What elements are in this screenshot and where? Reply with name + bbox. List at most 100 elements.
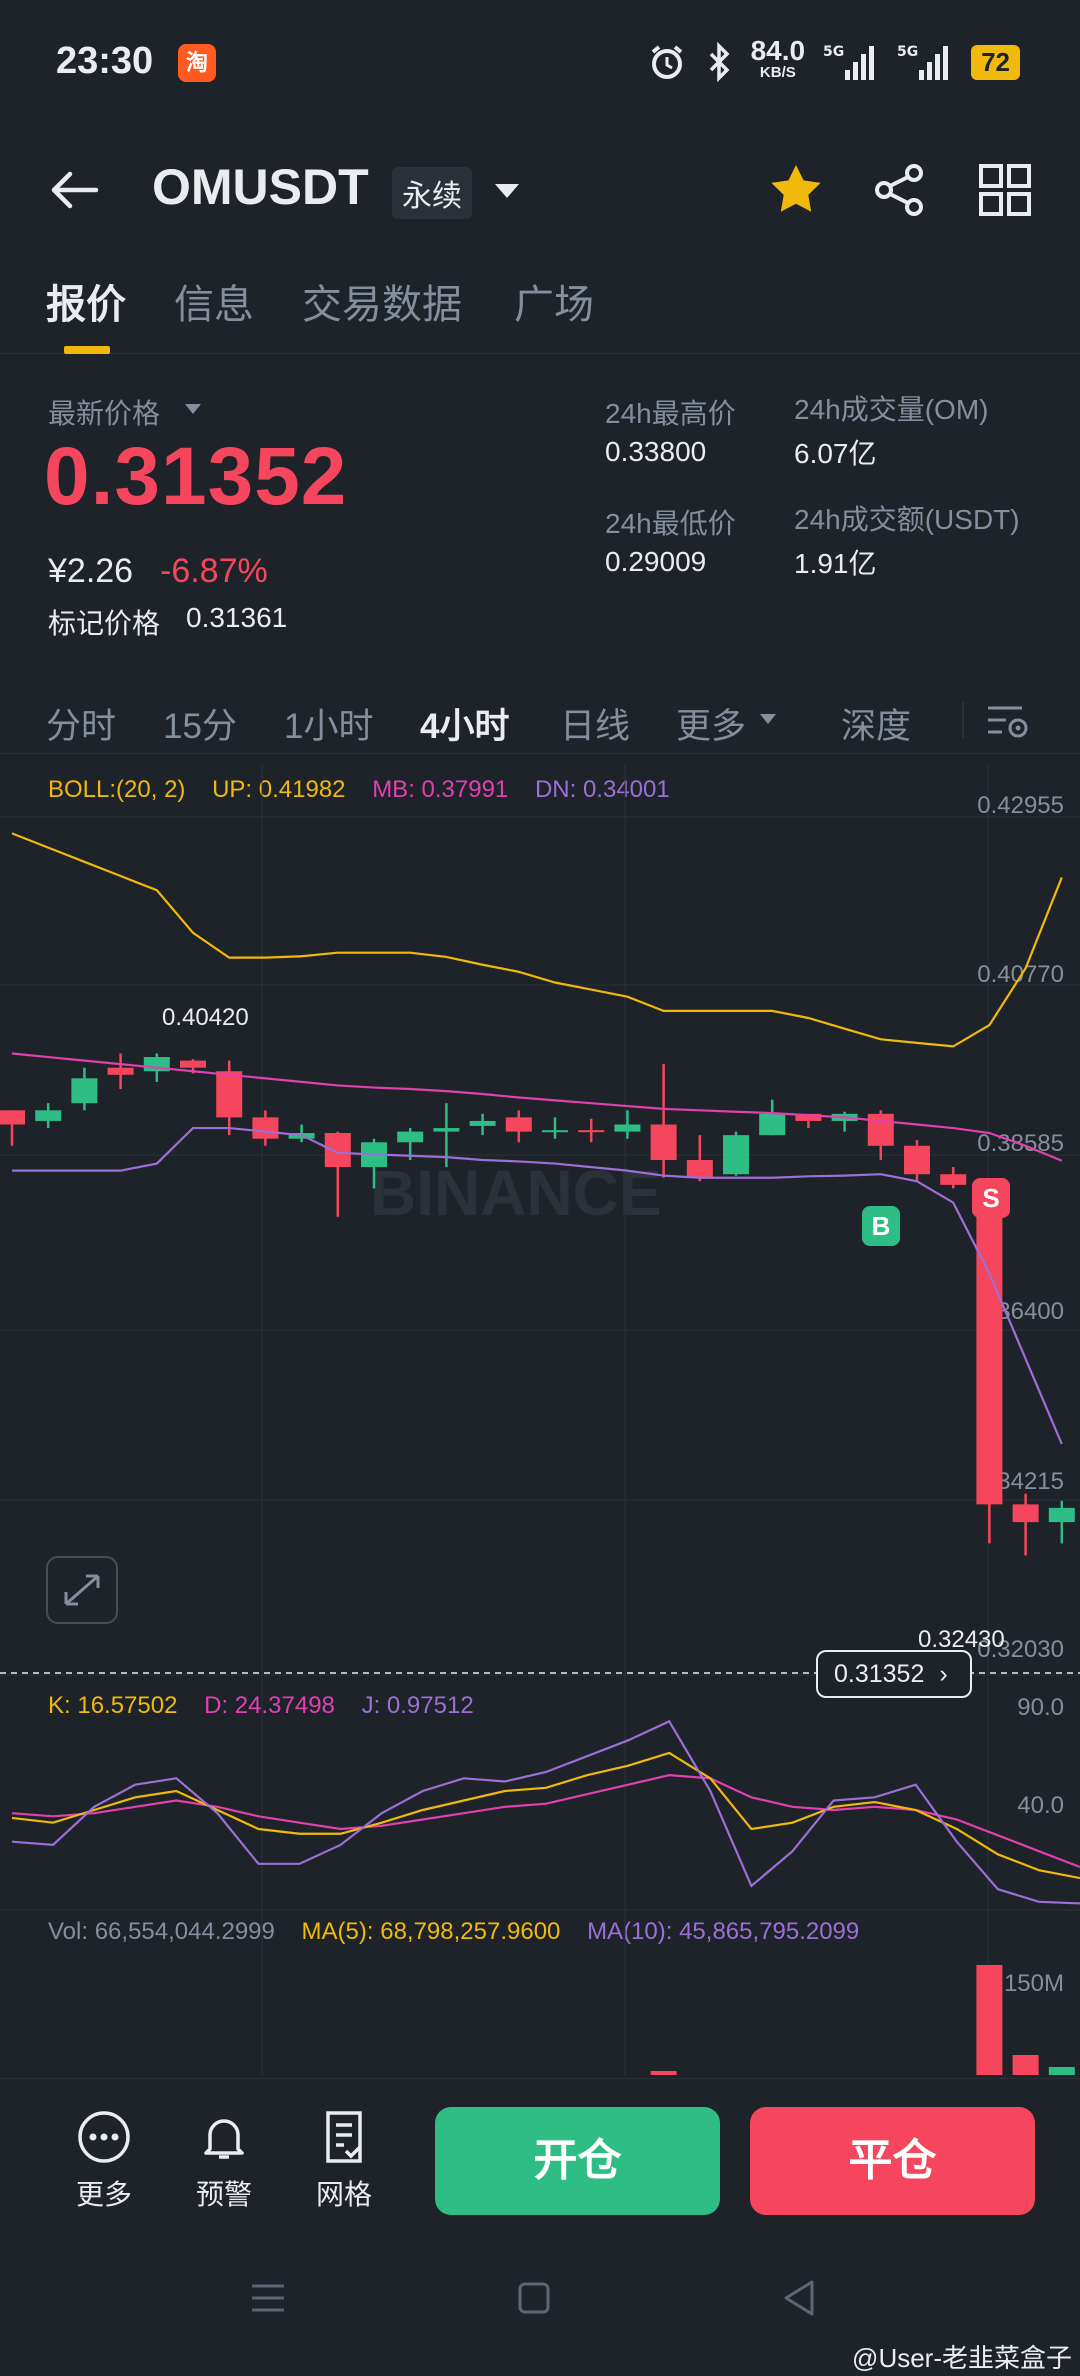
candle-body bbox=[614, 1124, 641, 1132]
kdj-d: D: 24.37498 bbox=[204, 1692, 335, 1719]
status-bar: 23:30 淘 84.0 KB/S 5G 5G 72 bbox=[0, 0, 1080, 130]
candles bbox=[0, 1053, 1075, 1556]
alarm-icon bbox=[651, 45, 682, 79]
symbol-title[interactable]: OMUSDT bbox=[152, 159, 369, 215]
open-position-button[interactable]: 开仓 bbox=[435, 2107, 720, 2215]
interval-depth[interactable]: 深度 bbox=[841, 707, 912, 746]
kdj-d-line bbox=[11, 1774, 1080, 1869]
volume-legend: Vol: 66,554,044.2999 MA(5): 68,798,257.9… bbox=[48, 1918, 879, 1946]
kdj-j: J: 0.97512 bbox=[361, 1692, 474, 1719]
home-icon[interactable] bbox=[514, 2278, 554, 2318]
boll-dn-line bbox=[12, 1126, 1063, 1445]
menu-icon[interactable] bbox=[248, 2278, 288, 2318]
top-bar: OMUSDT 永续 bbox=[0, 140, 1080, 240]
candle-body bbox=[976, 1184, 1003, 1505]
binance-watermark: BINANCE bbox=[370, 1157, 662, 1229]
tab-info[interactable]: 信息 bbox=[174, 283, 254, 327]
interval-4h[interactable]: 4小时 bbox=[420, 707, 510, 746]
candle-body bbox=[35, 1110, 62, 1121]
candle-body bbox=[71, 1078, 98, 1104]
more-dots-icon bbox=[78, 2111, 130, 2163]
candle-body bbox=[759, 1113, 786, 1136]
kline-chart[interactable]: BINANCE 0.429550.407700.385850.364000.34… bbox=[0, 765, 1080, 2075]
candle-body bbox=[324, 1133, 351, 1168]
bluetooth-icon bbox=[709, 42, 730, 82]
buy-marker[interactable]: B bbox=[862, 1206, 900, 1246]
boll-up: UP: 0.41982 bbox=[212, 776, 346, 803]
signal-5g-icon: 5G bbox=[823, 44, 875, 80]
tab-square[interactable]: 广场 bbox=[514, 283, 594, 327]
candle-body bbox=[940, 1174, 967, 1185]
candle-body bbox=[1012, 1504, 1039, 1523]
vol-ma5: MA(5): 68,798,257.9600 bbox=[301, 1918, 561, 1945]
low-price-marker: 0.32430 bbox=[918, 1626, 1005, 1653]
expand-chart-button[interactable] bbox=[46, 1556, 118, 1624]
taobao-app-icon: 淘 bbox=[178, 44, 216, 82]
boll-params: BOLL:(20, 2) bbox=[48, 776, 186, 803]
alert-button[interactable]: 预警 bbox=[184, 2109, 264, 2213]
candle-body bbox=[867, 1113, 894, 1146]
star-icon[interactable] bbox=[766, 160, 826, 220]
candle-body bbox=[397, 1131, 424, 1143]
boll-lines bbox=[11, 832, 1063, 1445]
kdj-k: K: 16.57502 bbox=[48, 1692, 178, 1719]
volume-axis-label: 150M bbox=[1004, 1970, 1064, 1997]
low-24h-label: 24h最低价 bbox=[605, 508, 736, 539]
back-arrow-icon[interactable] bbox=[46, 162, 102, 218]
caret-down-icon[interactable] bbox=[183, 402, 203, 416]
tab-trading-data[interactable]: 交易数据 bbox=[302, 283, 462, 327]
interval-1d[interactable]: 日线 bbox=[560, 707, 631, 746]
interval-timeline[interactable]: 分时 bbox=[46, 707, 117, 746]
kdj-axis-label: 90.0 bbox=[1017, 1694, 1064, 1721]
vol-value: Vol: 66,554,044.2999 bbox=[48, 1918, 275, 1945]
expand-icon bbox=[64, 1574, 100, 1606]
back-triangle-icon[interactable] bbox=[780, 2278, 820, 2318]
price-axis-label: 0.32030 bbox=[977, 1636, 1064, 1663]
interval-15m[interactable]: 15分 bbox=[163, 707, 237, 746]
high-24h-value: 0.33800 bbox=[605, 436, 707, 467]
contract-type-badge: 永续 bbox=[392, 167, 472, 219]
share-icon[interactable] bbox=[870, 160, 930, 220]
tab-bar: 报价 信息 交易数据 广场 bbox=[0, 262, 1080, 354]
kdj-axis-label: 40.0 bbox=[1017, 1792, 1064, 1819]
high-24h-label: 24h最高价 bbox=[605, 398, 736, 429]
mark-price-value: 0.31361 bbox=[186, 602, 288, 633]
current-price-tag[interactable]: 0.31352 › bbox=[816, 1650, 972, 1698]
battery-level: 72 bbox=[971, 44, 1020, 80]
chart-settings-icon[interactable] bbox=[984, 698, 1030, 744]
candle-body bbox=[723, 1135, 749, 1175]
more-button[interactable]: 更多 bbox=[64, 2109, 144, 2213]
divider bbox=[962, 702, 964, 738]
more-label: 更多 bbox=[75, 2179, 132, 2210]
bell-icon bbox=[204, 2119, 244, 2159]
boll-dn: DN: 0.34001 bbox=[534, 776, 670, 803]
interval-1h[interactable]: 1小时 bbox=[284, 707, 374, 746]
sell-marker[interactable]: S bbox=[972, 1178, 1010, 1218]
kdj-j-line bbox=[11, 1719, 1080, 1905]
chevron-down-icon[interactable] bbox=[492, 176, 522, 206]
vol-ma10: MA(10): 45,865,795.2099 bbox=[587, 1918, 860, 1945]
alert-label: 预警 bbox=[195, 2179, 252, 2210]
kdj-k-line bbox=[11, 1751, 1080, 1880]
close-position-button[interactable]: 平仓 bbox=[750, 2107, 1035, 2215]
amount-24h-value: 1.91亿 bbox=[794, 548, 877, 579]
candle-body bbox=[795, 1113, 822, 1121]
candle-body bbox=[686, 1160, 713, 1178]
bottom-action-bar: 更多 预警 网格 开仓 平仓 bbox=[0, 2078, 1080, 2238]
grid-trading-button[interactable]: 网格 bbox=[304, 2109, 384, 2213]
last-price-label[interactable]: 最新价格 bbox=[48, 398, 161, 429]
volume-bar bbox=[976, 1965, 1003, 2075]
interval-bar: 分时 15分 1小时 4小时 日线 更多 深度 bbox=[0, 688, 1080, 754]
svg-text:5G: 5G bbox=[897, 44, 918, 60]
candle-body bbox=[107, 1067, 134, 1075]
status-time: 23:30 bbox=[56, 40, 154, 82]
interval-more[interactable]: 更多 bbox=[676, 707, 747, 746]
low-24h-value: 0.29009 bbox=[605, 546, 707, 577]
tab-quote[interactable]: 报价 bbox=[46, 283, 126, 327]
caret-down-icon[interactable] bbox=[758, 712, 778, 726]
grid-icon[interactable] bbox=[975, 160, 1035, 220]
volume-bar bbox=[1012, 2055, 1039, 2075]
amount-24h-label: 24h成交额(USDT) bbox=[794, 504, 1020, 535]
boll-mb: MB: 0.37991 bbox=[372, 776, 509, 803]
chevron-right-icon: › bbox=[939, 1660, 948, 1688]
